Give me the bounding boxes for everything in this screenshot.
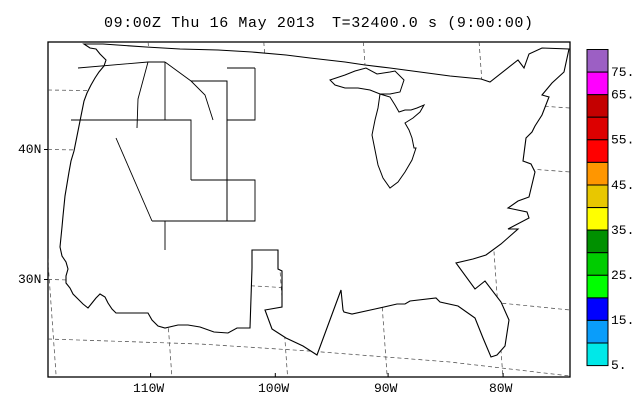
svg-text:25.: 25.	[611, 268, 634, 283]
svg-text:80W: 80W	[489, 381, 513, 396]
svg-text:5.: 5.	[611, 358, 627, 373]
svg-text:09:00Z Thu 16 May 2013: 09:00Z Thu 16 May 2013	[104, 15, 315, 32]
svg-text:65.: 65.	[611, 88, 634, 103]
svg-text:75.: 75.	[611, 65, 634, 80]
svg-text:30N: 30N	[18, 272, 41, 287]
svg-text:55.: 55.	[611, 133, 634, 148]
svg-text:35.: 35.	[611, 223, 634, 238]
svg-text:45.: 45.	[611, 178, 634, 193]
svg-text:110W: 110W	[133, 381, 164, 396]
svg-text:90W: 90W	[374, 381, 398, 396]
svg-text:15.: 15.	[611, 313, 634, 328]
svg-text:40N: 40N	[18, 142, 41, 157]
svg-text:100W: 100W	[258, 381, 289, 396]
svg-text:T=32400.0 s (9:00:00): T=32400.0 s (9:00:00)	[332, 15, 534, 32]
